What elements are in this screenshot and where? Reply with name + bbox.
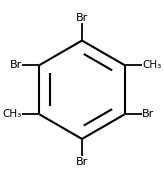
Text: CH₃: CH₃ [2, 109, 22, 119]
Text: Br: Br [9, 60, 22, 70]
Text: Br: Br [142, 109, 155, 119]
Text: Br: Br [76, 13, 88, 23]
Text: Br: Br [76, 157, 88, 167]
Text: CH₃: CH₃ [142, 60, 162, 70]
